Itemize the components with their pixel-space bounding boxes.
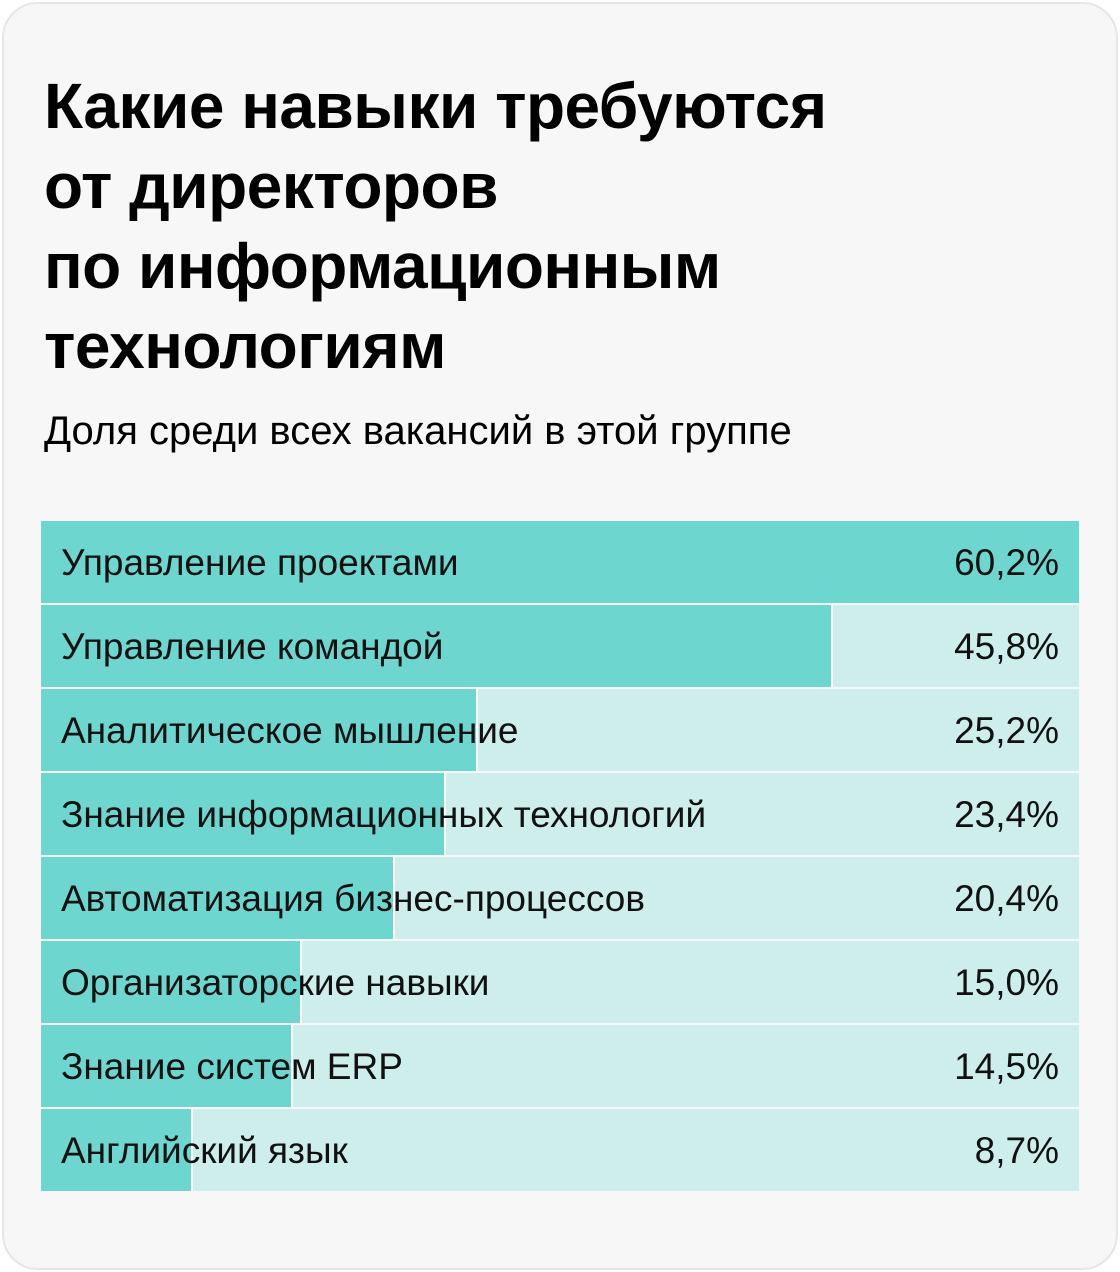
bar-row: Управление проектами 60,2% [41,521,1079,603]
chart-title: Какие навыки требуются от директоров по ин… [44,66,1044,386]
bar-value-label: 25,2% [954,710,1059,751]
title-line: по информационным [44,230,721,302]
bar-label: Английский язык [61,1130,348,1171]
title-line: от директоров [44,150,498,222]
chart-subtitle: Доля среди всех вакансий в этой группе [44,409,792,453]
bar [41,1109,193,1191]
bar-value-label: 14,5% [954,1046,1059,1087]
bar-label: Знание систем ERP [61,1046,403,1087]
bar [41,689,478,771]
bar-row: Управление командой 45,8% [41,605,1079,687]
bar-row: Английский язык 8,7% [41,1109,1079,1191]
bar-value-label: 60,2% [954,542,1059,583]
bar-list: Управление проектами 60,2% Управление кома… [41,521,1079,1193]
title-line: технологиям [44,310,446,382]
bar-value-label: 20,4% [954,878,1059,919]
bar-value-label: 23,4% [954,794,1059,835]
bar [41,521,1079,603]
bar-row: Знание информационных технологий 23,4% [41,773,1079,855]
bar [41,1025,294,1107]
bar-label: Организаторские навыки [61,962,490,1003]
bar-row: Автоматизация бизнес-процессов 20,4% [41,857,1079,939]
bar-label: Управление проектами [61,542,459,583]
bar-row: Организаторские навыки 15,0% [41,941,1079,1023]
bar-row: Аналитическое мышление 25,2% [41,689,1079,771]
bar-label: Аналитическое мышление [61,710,519,751]
bar-label: Автоматизация бизнес-процессов [61,878,646,919]
bar [41,857,395,939]
bar [41,941,302,1023]
bar-label: Управление командой [61,626,444,667]
bar-value-label: 45,8% [954,626,1059,667]
bar [41,773,447,855]
bar-row: Знание систем ERP 14,5% [41,1025,1079,1107]
bar-label: Знание информационных технологий [61,794,707,835]
bar [41,605,833,687]
title-line: Какие навыки требуются [44,70,827,142]
bar-value-label: 15,0% [954,962,1059,1003]
bar-value-label: 8,7% [974,1130,1059,1171]
